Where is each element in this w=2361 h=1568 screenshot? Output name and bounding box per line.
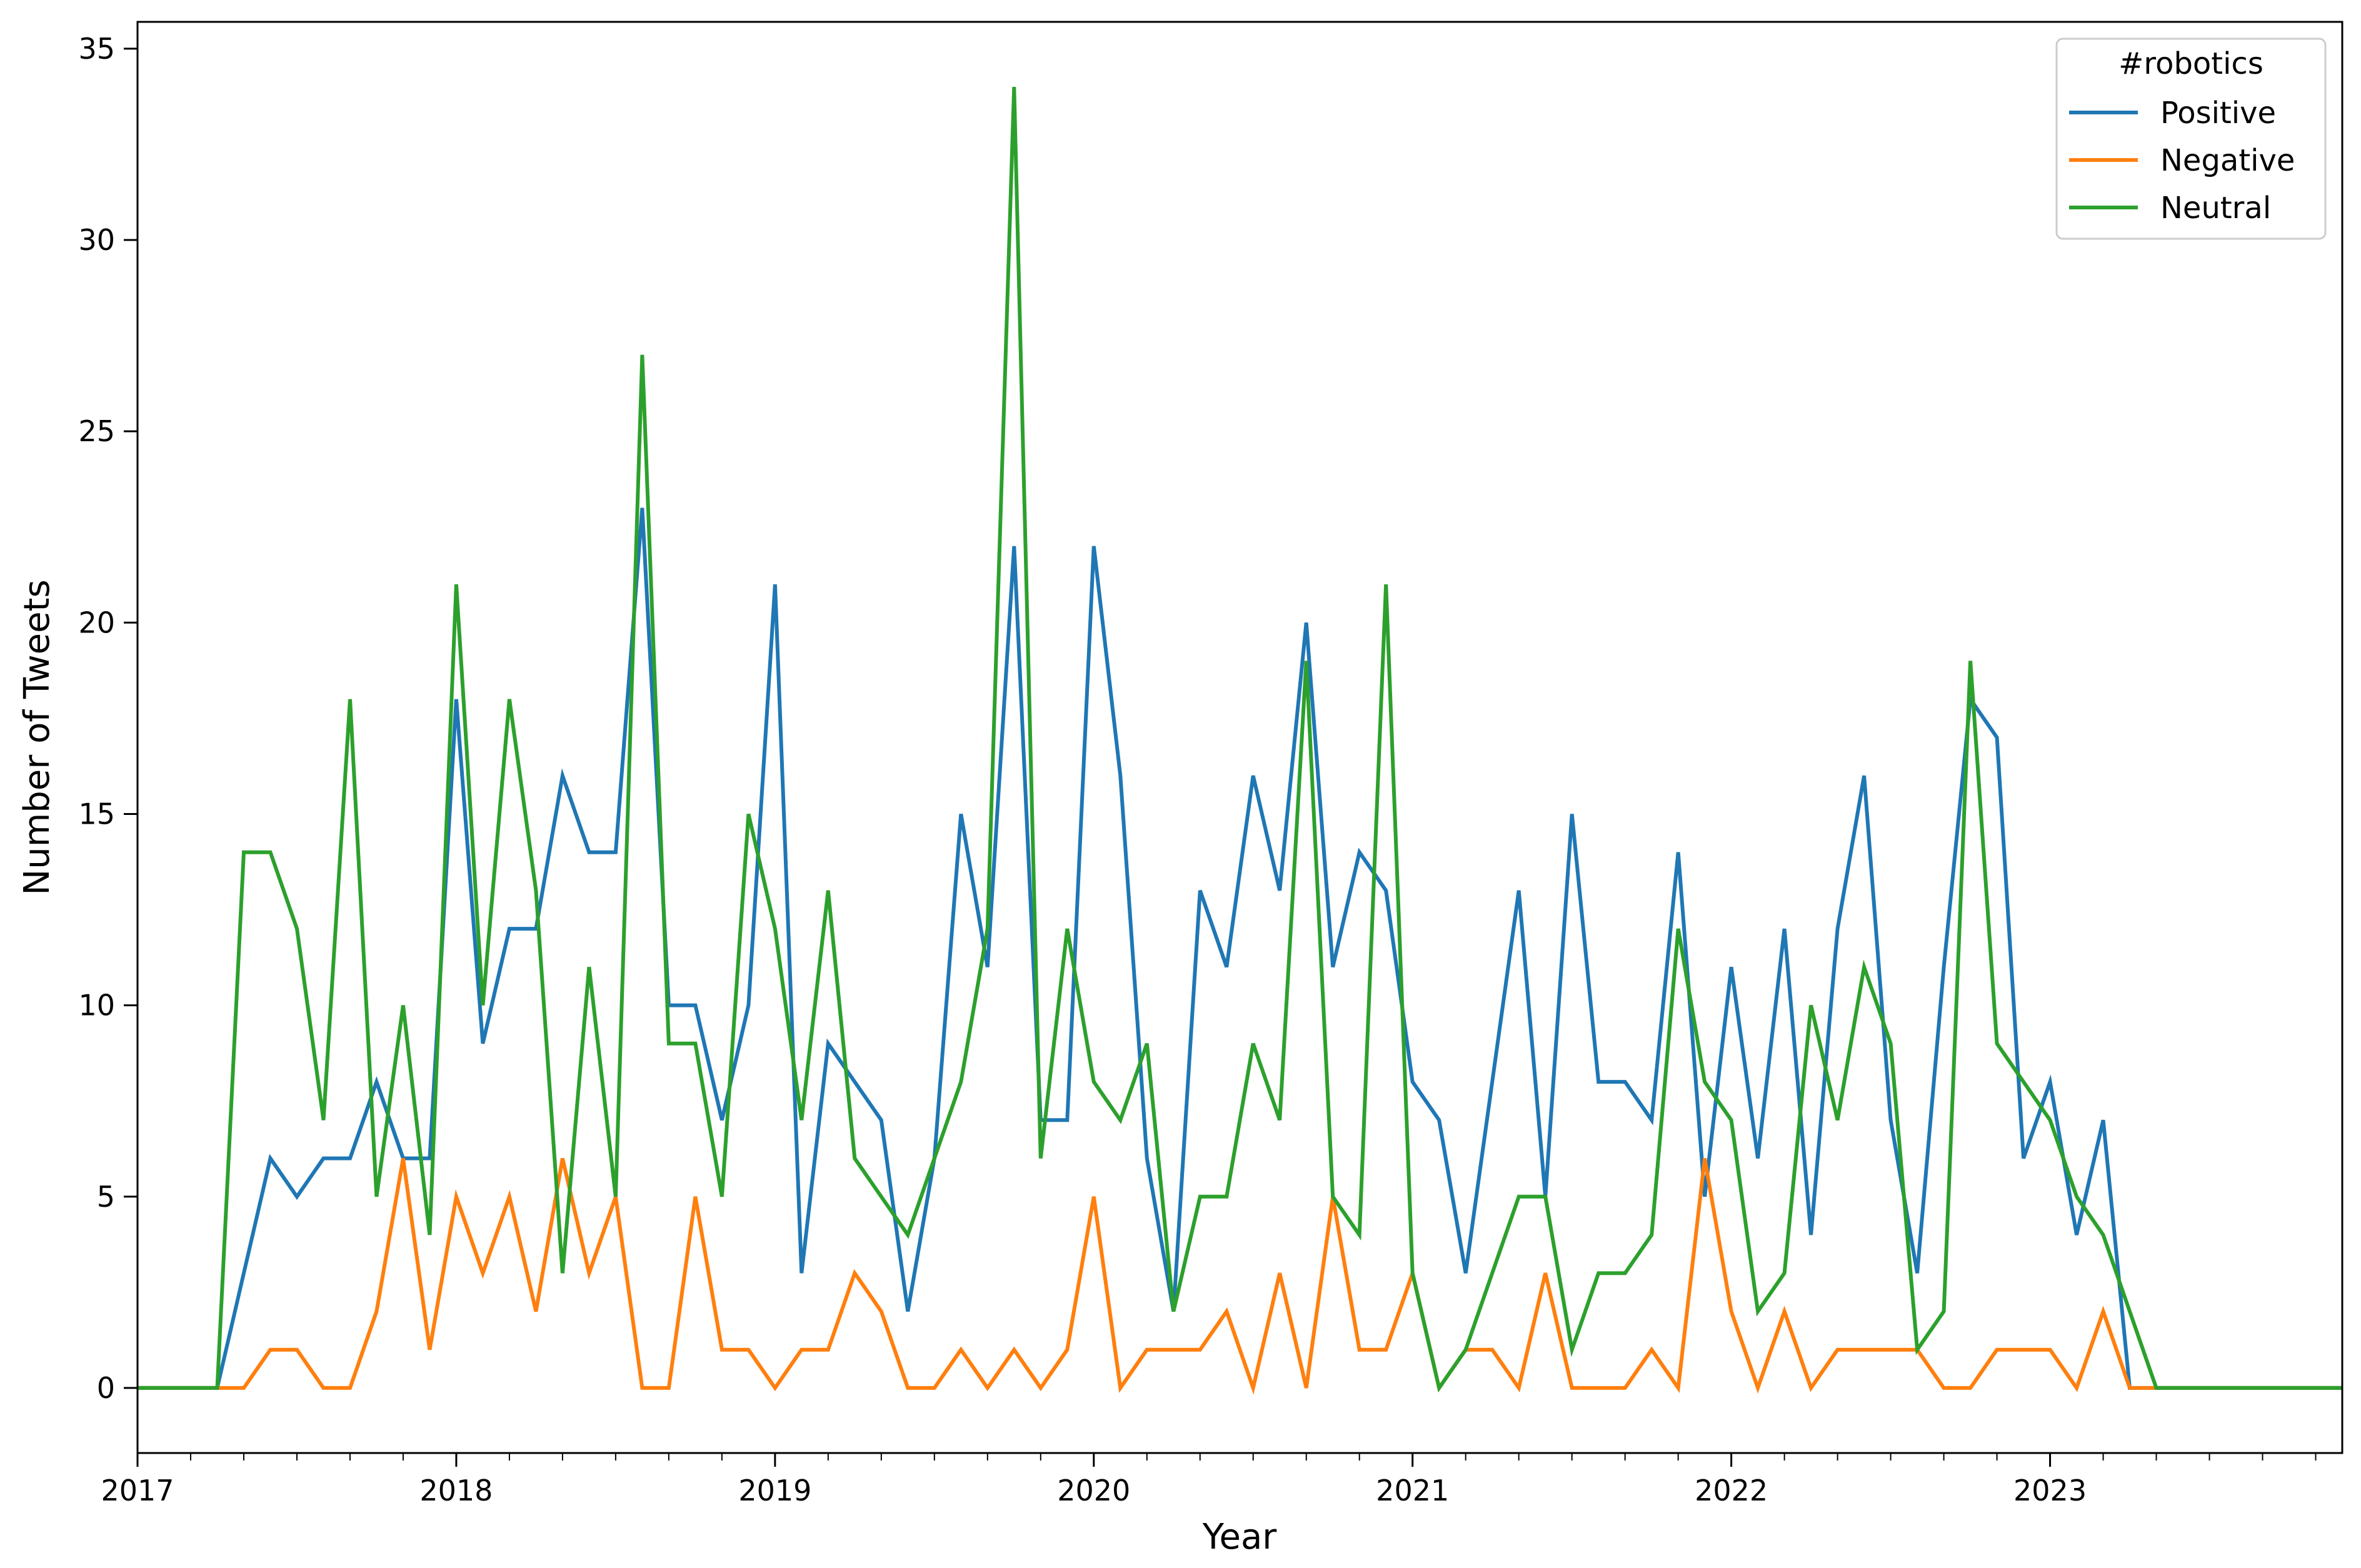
legend-label-positive: Positive [2160,96,2276,131]
x-tick-label: 2019 [738,1474,811,1507]
y-tick-label: 25 [78,414,115,448]
legend-items: Positive Negative Neutral [2069,96,2295,226]
legend-title: #robotics [2118,46,2263,81]
x-tick-label: 2023 [2013,1474,2087,1507]
y-axis-ticks: 0 5 10 15 20 25 30 35 [78,32,138,1405]
legend-label-neutral: Neutral [2160,191,2271,226]
plot-lines [138,87,2342,1395]
x-tick-label: 2018 [419,1474,493,1507]
legend-box [2055,37,2327,240]
series-line-neutral [138,87,2342,1393]
legend-label-negative: Negative [2160,143,2295,178]
y-tick-label: 0 [97,1371,115,1405]
y-tick-label: 15 [78,797,115,831]
y-tick-label: 10 [78,989,115,1022]
x-tick-label: 2020 [1057,1474,1130,1507]
y-tick-label: 20 [78,606,115,639]
y-axis-label: Number of Tweets [17,579,58,895]
legend: #robotics Positive Negative Neutral [2055,37,2327,240]
y-tick-label: 30 [78,223,115,257]
plot-frame [136,21,2343,1454]
y-tick-label: 5 [97,1180,115,1214]
series-line-positive [138,507,2342,1390]
x-tick-label: 2017 [101,1474,174,1507]
x-tick-label: 2022 [1695,1474,1768,1507]
x-axis-label: Year [1202,1517,1278,1557]
x-axis-ticks: 2017 2018 2019 2020 2021 2022 2023 [101,1453,2317,1507]
series-line-negative [138,1157,2342,1395]
y-tick-label: 35 [78,32,115,66]
x-tick-label: 2021 [1376,1474,1449,1507]
